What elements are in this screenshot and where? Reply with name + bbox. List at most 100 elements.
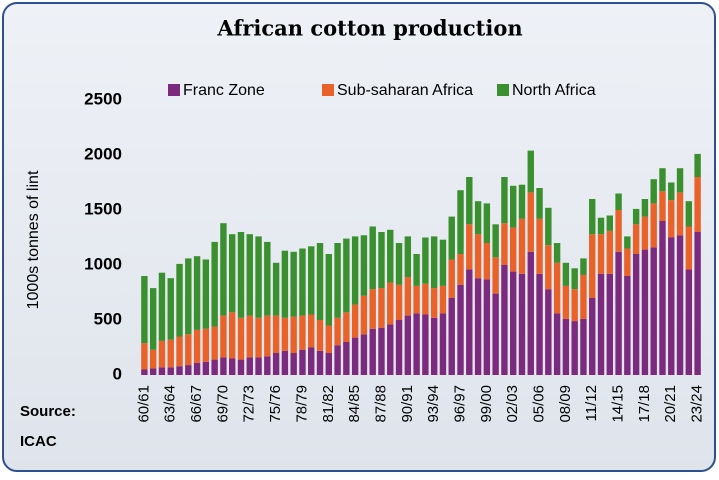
bar-segment	[150, 350, 156, 369]
bar-segment	[387, 324, 393, 375]
bar-segment	[554, 263, 560, 314]
bar-segment	[220, 357, 226, 375]
legend-label: Sub-saharan Africa	[337, 82, 473, 99]
bar-segment	[571, 289, 577, 321]
chart: African cotton production 1000s tonnes o…	[0, 0, 719, 475]
bar-segment	[615, 252, 621, 375]
bar-segment	[563, 286, 569, 319]
bar-segment	[290, 317, 296, 353]
bar-segment	[536, 274, 542, 375]
bar-segment	[484, 243, 490, 279]
bar-segment	[378, 288, 384, 328]
bar-segment	[668, 200, 674, 237]
bar-segment	[431, 236, 437, 288]
x-tick-label: 60/61	[135, 385, 152, 423]
bar-segment	[317, 243, 323, 320]
bar-segment	[686, 269, 692, 375]
x-tick-label: 20/21	[662, 385, 679, 423]
bar-segment	[168, 340, 174, 368]
x-tick-label: 17/18	[636, 385, 653, 423]
bar-segment	[475, 278, 481, 375]
bar-segment	[501, 177, 507, 223]
x-tick-label: 75/76	[267, 385, 284, 423]
bar-segment	[343, 312, 349, 342]
bar-segment	[378, 232, 384, 288]
x-tick-label: 84/85	[346, 385, 363, 423]
bar-segment	[343, 239, 349, 313]
bar-segment	[686, 201, 692, 226]
bar-segment	[194, 363, 200, 375]
bar-segment	[492, 294, 498, 375]
bar-segment	[308, 315, 314, 348]
x-tick-label: 81/82	[320, 385, 337, 423]
bar-segment	[185, 365, 191, 375]
x-tick-label: 23/24	[689, 385, 706, 423]
bar-segment	[185, 334, 191, 365]
y-tick-label: 2500	[84, 89, 122, 108]
x-tick-label: 78/79	[293, 385, 310, 423]
bar-segment	[492, 224, 498, 257]
y-axis-label: 1000s tonnes of lint	[25, 170, 42, 309]
bar-segment	[607, 274, 613, 375]
bar-segment	[273, 316, 279, 353]
bar-segment	[642, 217, 648, 250]
bar-segment	[519, 219, 525, 274]
bar-segment	[150, 288, 156, 350]
bar-segment	[264, 242, 270, 316]
bar-segment	[528, 192, 534, 251]
bar-segment	[615, 194, 621, 211]
bar-segment	[168, 367, 174, 375]
bar-segment	[607, 231, 613, 274]
bar-segment	[651, 179, 657, 203]
bar-segment	[361, 296, 367, 335]
bar-segment	[247, 357, 253, 375]
bar-segment	[370, 227, 376, 290]
bar-segment	[519, 274, 525, 375]
bar-segment	[624, 236, 630, 248]
bar-segment	[282, 351, 288, 375]
bar-segment	[440, 313, 446, 375]
bar-segment	[264, 316, 270, 357]
bar-segment	[396, 243, 402, 285]
legend-swatch	[168, 84, 180, 96]
bar-segment	[449, 298, 455, 375]
bar-segment	[677, 235, 683, 375]
bar-segment	[659, 221, 665, 375]
bar-segment	[694, 232, 700, 375]
bar-segment	[554, 243, 560, 263]
bar-segment	[396, 320, 402, 375]
bar-segment	[633, 224, 639, 254]
bar-segment	[633, 254, 639, 375]
bar-segment	[571, 268, 577, 289]
y-tick-label: 500	[94, 309, 122, 328]
bar-segment	[387, 283, 393, 325]
bar-segment	[361, 235, 367, 295]
bar-segment	[220, 223, 226, 315]
bar-segment	[457, 254, 463, 285]
bar-segment	[185, 258, 191, 334]
bar-segment	[466, 224, 472, 269]
bar-segment	[431, 288, 437, 318]
legend-swatch	[322, 84, 334, 96]
bar-segment	[176, 337, 182, 367]
x-tick-label: 87/88	[372, 385, 389, 423]
bar-segment	[308, 348, 314, 376]
bar-segment	[519, 185, 525, 219]
bar-segment	[545, 245, 551, 289]
bar-segment	[352, 338, 358, 375]
bar-segment	[203, 260, 209, 329]
bar-segment	[326, 326, 332, 354]
bar-segment	[141, 370, 147, 376]
bar-segment	[176, 366, 182, 375]
bar-segment	[510, 272, 516, 375]
x-tick-label: 02/03	[504, 385, 521, 423]
bar-segment	[501, 223, 507, 265]
bar-segment	[563, 319, 569, 375]
bar-segment	[299, 249, 305, 316]
bar-segment	[633, 209, 639, 224]
bar-segment	[484, 279, 490, 375]
x-tick-label: 69/70	[214, 385, 231, 423]
bar-segment	[422, 238, 428, 284]
x-tick-label: 90/91	[399, 385, 416, 423]
bar-segment	[694, 177, 700, 232]
